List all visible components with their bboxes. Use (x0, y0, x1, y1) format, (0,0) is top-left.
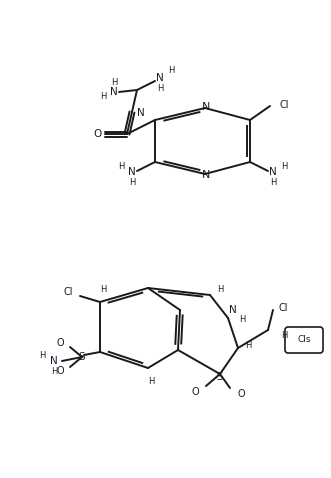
Text: N: N (202, 170, 210, 180)
FancyBboxPatch shape (285, 327, 323, 353)
Text: O: O (191, 387, 199, 397)
Text: Cls: Cls (297, 336, 311, 345)
Text: H: H (157, 84, 163, 93)
Text: H: H (239, 315, 245, 325)
Text: H: H (270, 177, 276, 186)
Text: N: N (128, 167, 136, 177)
Text: Cl: Cl (278, 303, 288, 313)
Text: O: O (93, 129, 101, 139)
Text: H: H (51, 367, 57, 376)
Text: N: N (156, 73, 164, 83)
Text: Cl: Cl (279, 100, 289, 110)
Text: H: H (100, 91, 106, 100)
Text: H: H (168, 65, 174, 75)
Text: H: H (100, 285, 106, 294)
Text: S: S (217, 372, 223, 382)
Text: H: H (111, 77, 117, 87)
Text: N: N (50, 356, 58, 366)
Text: N: N (229, 305, 237, 315)
Text: O: O (237, 389, 245, 399)
Text: S: S (79, 352, 85, 362)
Text: N: N (202, 102, 210, 112)
Text: H: H (148, 378, 154, 387)
Text: N: N (110, 87, 118, 97)
Text: Cl: Cl (63, 287, 73, 297)
Text: H: H (39, 350, 45, 359)
Text: N: N (269, 167, 277, 177)
Text: H: H (281, 330, 287, 339)
Text: H: H (281, 162, 287, 171)
Text: O: O (56, 338, 64, 348)
Text: N: N (137, 108, 145, 118)
Text: H: H (118, 162, 124, 171)
Text: H: H (129, 177, 135, 186)
Text: H: H (217, 285, 223, 294)
Text: O: O (56, 366, 64, 376)
Text: H: H (245, 340, 251, 349)
